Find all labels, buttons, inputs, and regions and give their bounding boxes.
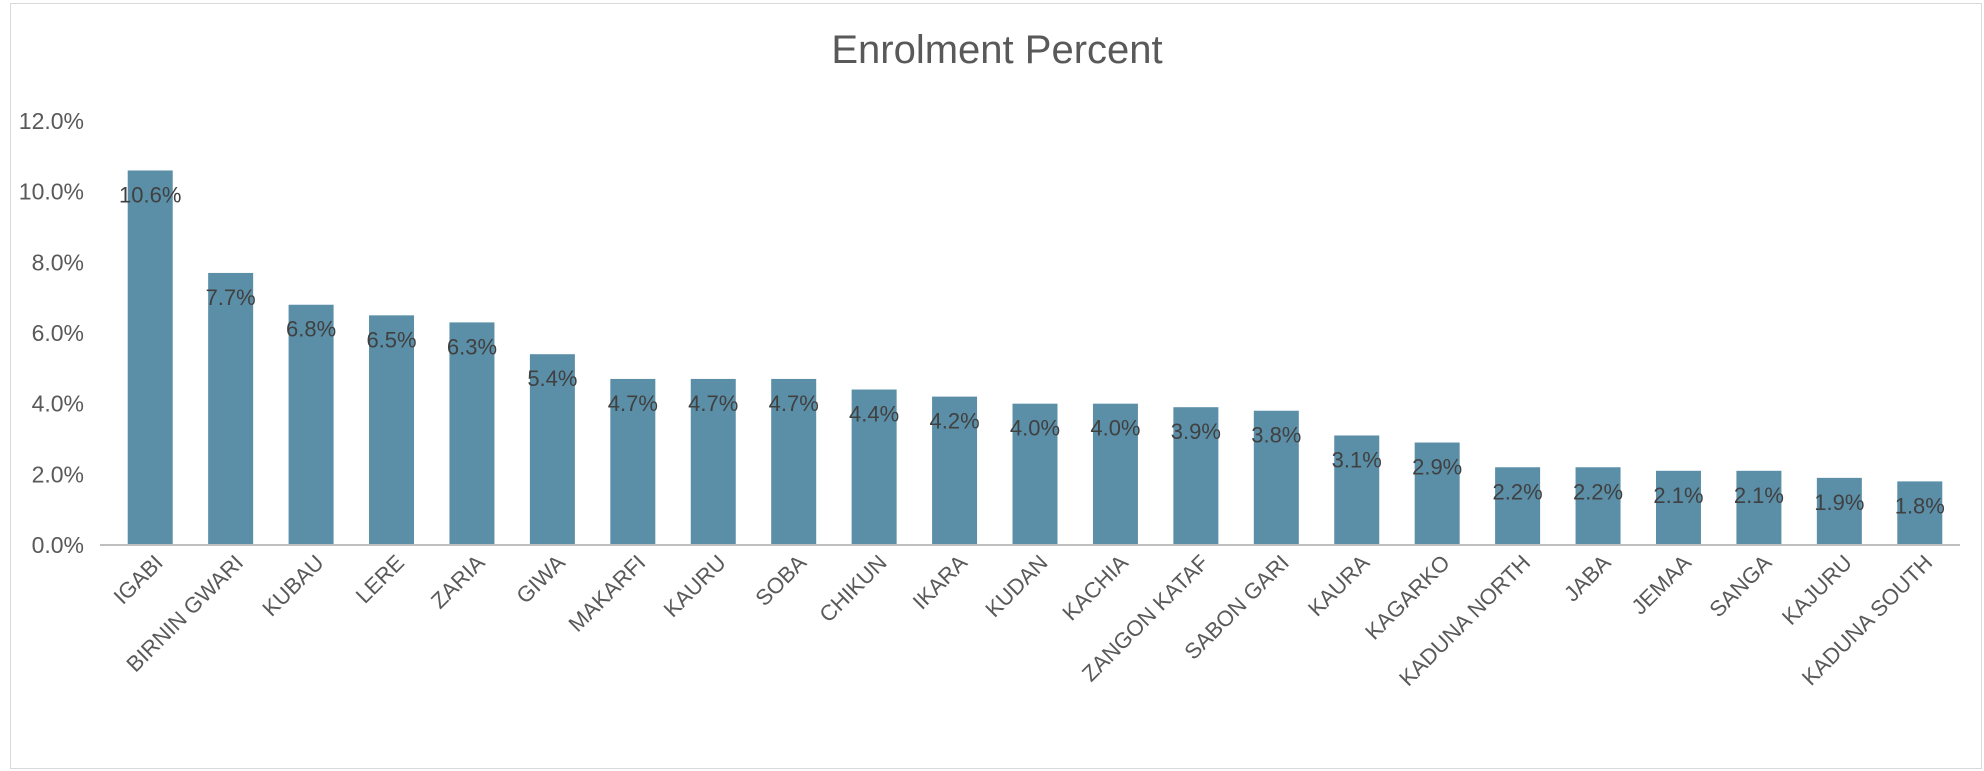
x-tick-label: KUDAN — [980, 550, 1052, 622]
data-label: 4.7% — [688, 391, 738, 416]
data-label: 5.4% — [527, 366, 577, 391]
bar — [369, 315, 415, 545]
x-tick-label: KUBAU — [257, 550, 328, 621]
bar — [208, 272, 254, 545]
bar — [1495, 467, 1541, 545]
data-label: 4.2% — [929, 409, 979, 434]
bar — [610, 378, 656, 545]
x-tick-label: KACHIA — [1057, 550, 1133, 626]
x-tick-label: CHIKUN — [814, 550, 891, 627]
y-tick-label: 4.0% — [32, 391, 84, 417]
chart-title: Enrolment Percent — [831, 28, 1162, 72]
x-tick-label: IKARA — [908, 550, 973, 615]
bar — [690, 378, 736, 545]
data-labels: 10.6% 7.7% 6.8% 6.5% 6.3% 5.4% 4.7% 4.7% 4.7% 4.4… — [119, 182, 1945, 518]
data-label: 6.5% — [366, 327, 416, 352]
data-label: 4.7% — [608, 391, 658, 416]
data-label: 2.1% — [1734, 483, 1784, 508]
bar — [288, 304, 334, 545]
bar — [851, 389, 897, 545]
y-tick-label: 0.0% — [32, 532, 84, 558]
data-label: 3.8% — [1251, 423, 1301, 448]
data-label: 3.9% — [1171, 419, 1221, 444]
data-label: 7.7% — [206, 285, 256, 310]
data-label: 1.9% — [1814, 490, 1864, 515]
y-axis: 0.0% 2.0% 4.0% 6.0% 8.0% 10.0% 12.0% — [19, 108, 84, 558]
data-label: 6.8% — [286, 317, 336, 342]
x-tick-label: ZARIA — [426, 550, 490, 614]
bar — [1655, 470, 1701, 545]
bar — [127, 170, 173, 545]
y-tick-label: 8.0% — [32, 249, 84, 275]
y-tick-label: 6.0% — [32, 320, 84, 346]
data-label: 4.7% — [769, 391, 819, 416]
x-tick-label: KAURU — [659, 550, 731, 622]
bar — [1173, 407, 1219, 545]
x-tick-label: LERE — [351, 550, 409, 608]
data-label: 6.3% — [447, 334, 497, 359]
data-label: 2.9% — [1412, 455, 1462, 480]
bar — [1575, 467, 1621, 545]
x-tick-label: GIWA — [511, 550, 570, 609]
bar — [1253, 410, 1299, 545]
x-tick-label: SOBA — [750, 550, 811, 611]
bar — [1414, 442, 1460, 545]
data-label: 2.1% — [1653, 483, 1703, 508]
data-label: 1.8% — [1895, 493, 1945, 518]
bars — [127, 170, 1943, 545]
data-label: 4.0% — [1090, 416, 1140, 441]
data-label: 4.0% — [1010, 416, 1060, 441]
x-tick-label: MAKARFI — [564, 550, 651, 637]
data-label: 3.1% — [1332, 447, 1382, 472]
y-tick-label: 2.0% — [32, 461, 84, 487]
data-label: 10.6% — [119, 182, 181, 207]
bar — [1334, 435, 1380, 545]
chart-area — [10, 3, 1982, 769]
bar — [1816, 477, 1862, 545]
x-tick-label: SANGA — [1704, 550, 1776, 622]
y-tick-label: 10.0% — [19, 179, 84, 205]
bar — [1736, 470, 1782, 545]
bar — [449, 322, 495, 545]
y-tick-label: 12.0% — [19, 108, 84, 134]
x-tick-label: JEMAA — [1626, 550, 1696, 620]
bar — [529, 354, 575, 545]
data-label: 2.2% — [1493, 479, 1543, 504]
x-tick-label: IGABI — [109, 550, 168, 609]
data-label: 4.4% — [849, 402, 899, 427]
data-label: 2.2% — [1573, 479, 1623, 504]
bar — [1092, 403, 1138, 545]
bar — [932, 396, 978, 545]
bar — [771, 378, 817, 545]
bar — [1897, 481, 1943, 545]
x-tick-label: KAURA — [1303, 550, 1375, 622]
x-tick-label: JABA — [1559, 550, 1616, 607]
x-tick-label: KAJURU — [1777, 550, 1857, 630]
bar — [1012, 403, 1058, 545]
